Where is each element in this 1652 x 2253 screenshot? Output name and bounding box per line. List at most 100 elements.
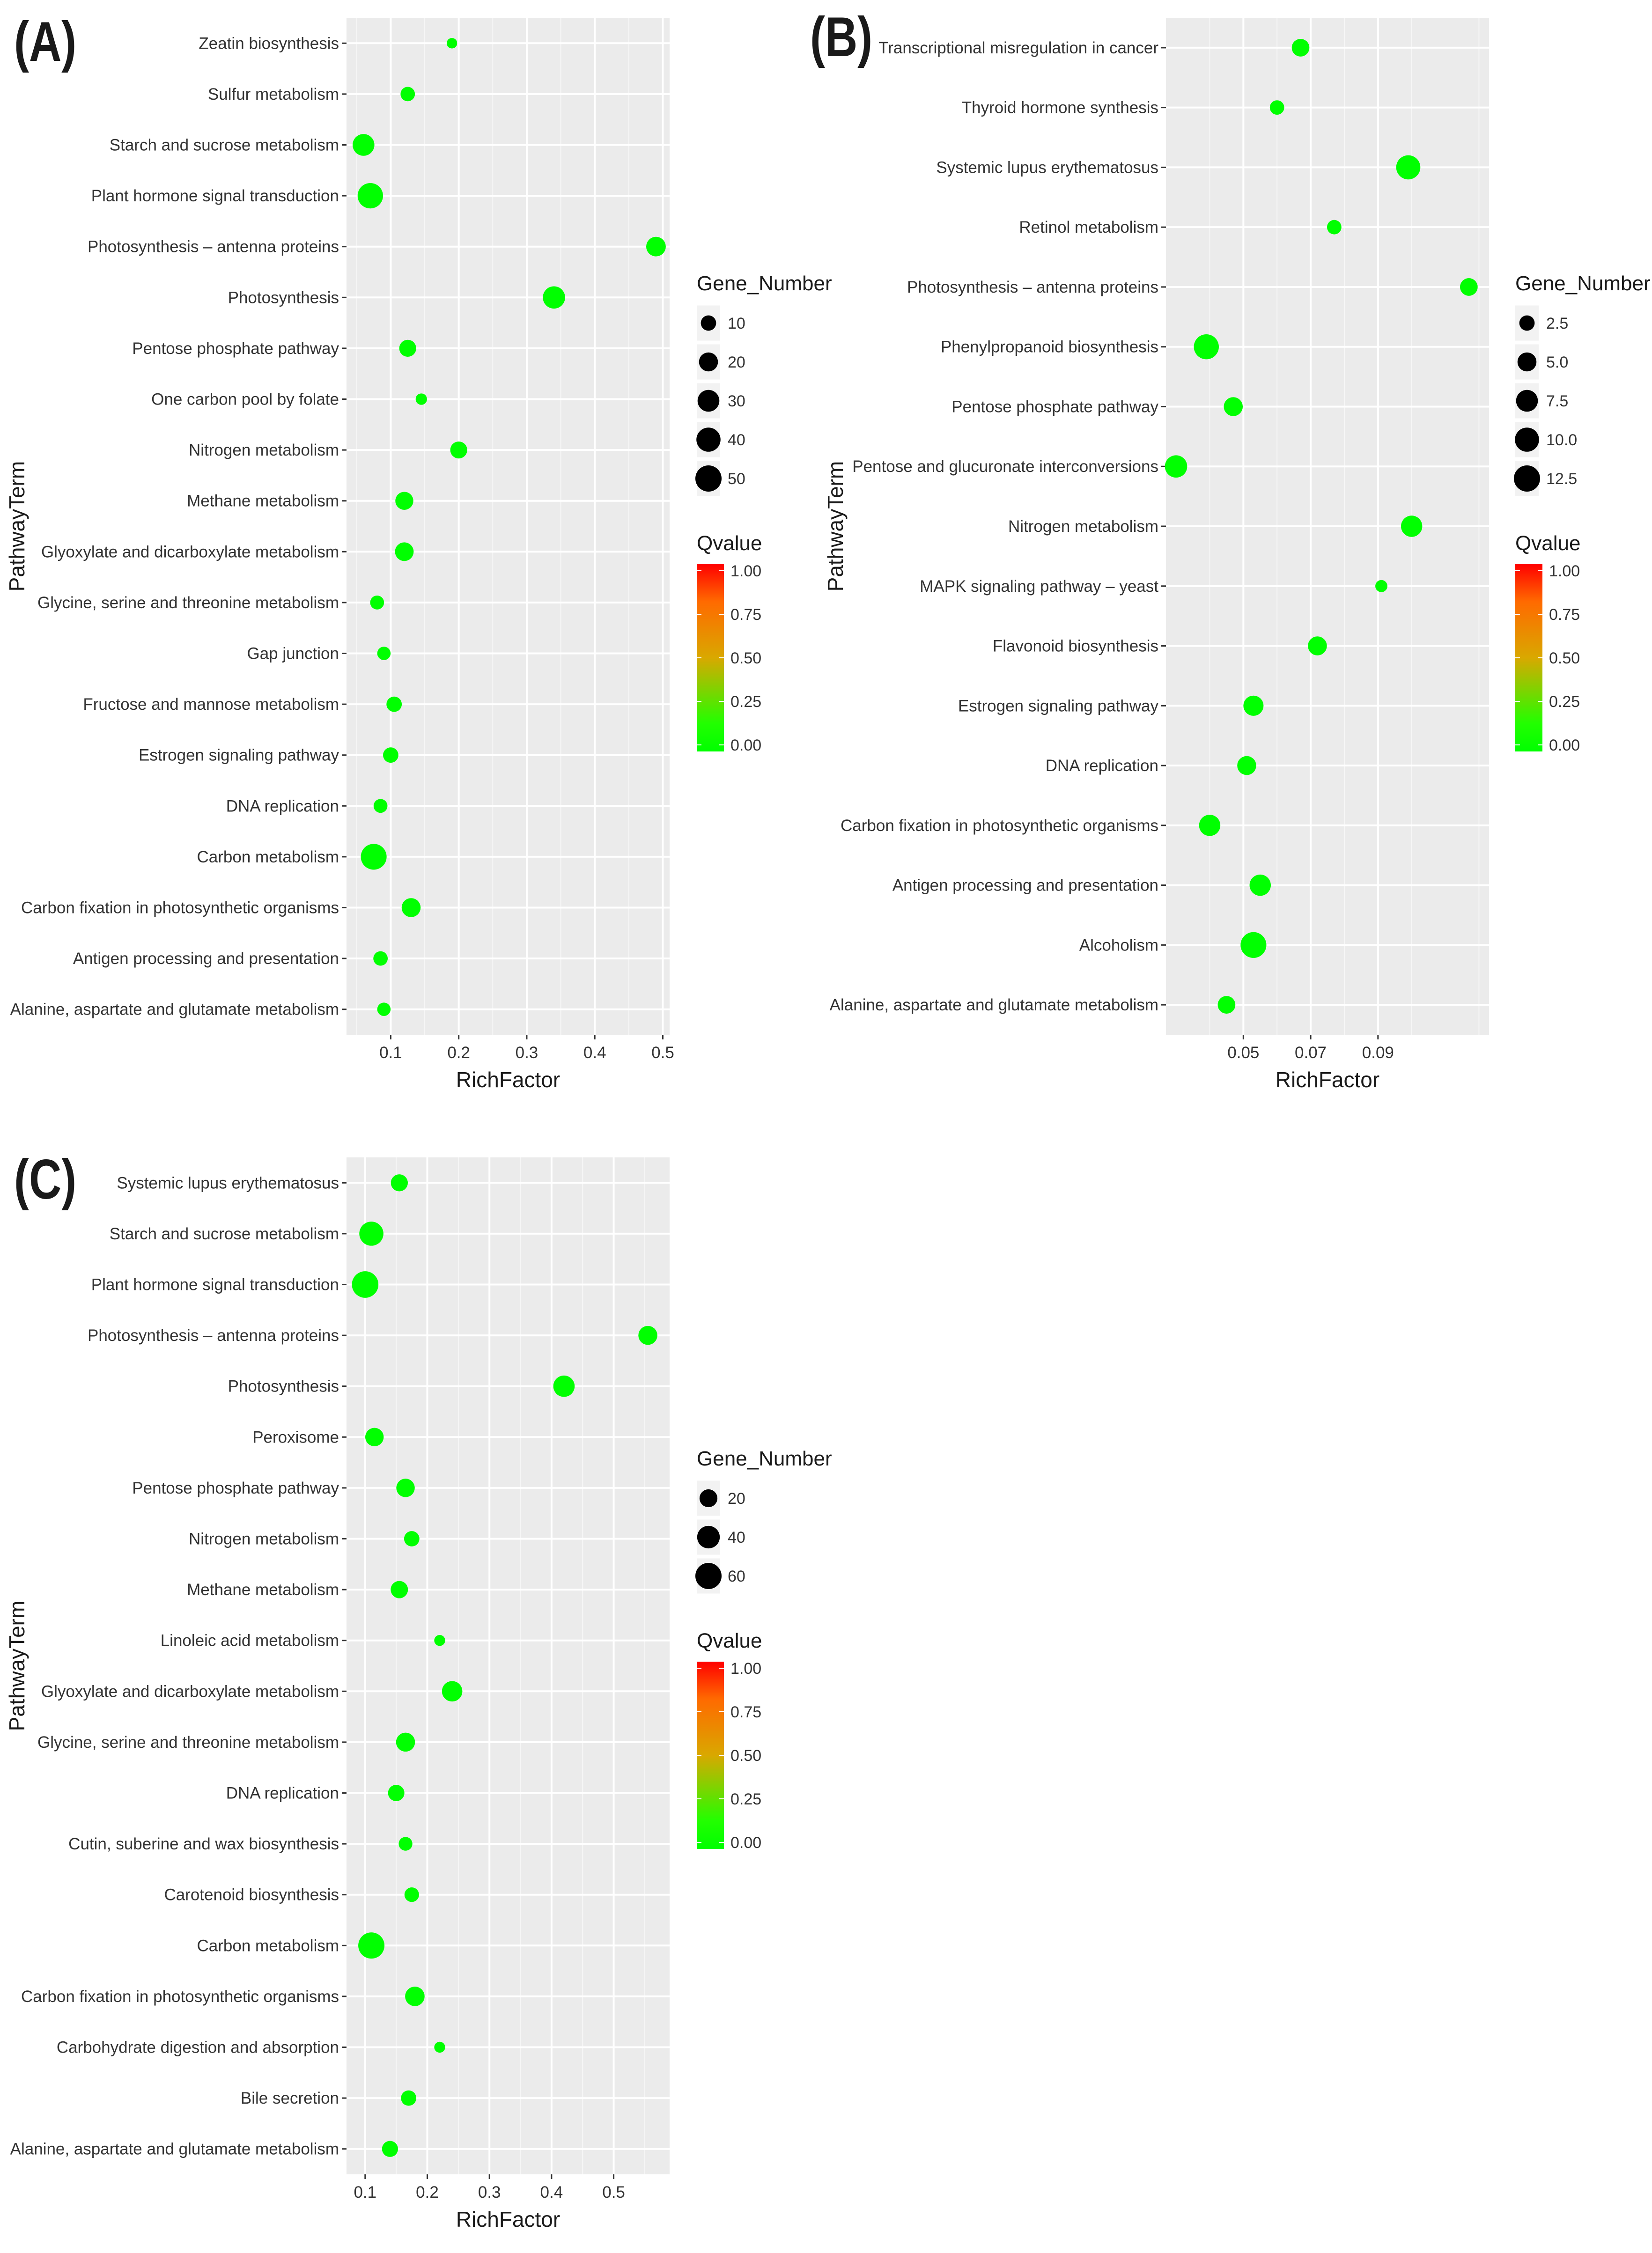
data-point [391,1174,408,1192]
x-tick-label: 0.5 [602,2183,625,2201]
y-tick-label: Alanine, aspartate and glutamate metabol… [830,996,1158,1014]
data-point [405,1987,425,2006]
y-tick-label: Pentose and glucuronate interconversions [852,457,1158,476]
panel-label: (C) [14,1149,76,1211]
data-point [358,1932,385,1959]
y-tick-label: Alcoholism [1079,936,1158,954]
y-tick-label: Pentose phosphate pathway [132,1479,339,1497]
data-point [373,799,388,813]
data-point [399,339,416,357]
data-point [638,1325,657,1345]
y-tick-label: Pentose phosphate pathway [951,398,1158,416]
y-tick-label: Fructose and mannose metabolism [83,695,339,714]
y-tick-label: Estrogen signaling pathway [958,697,1159,715]
y-tick-label: One carbon pool by folate [151,390,339,409]
size-legend-label: 40 [728,1529,745,1546]
y-tick-label: Bile secretion [241,2089,339,2107]
data-point [373,951,388,966]
data-point [1327,220,1342,235]
color-legend-label: 0.25 [1549,693,1580,711]
chart-panel: (A) Zeatin biosynthesis Sulfur metabolism S… [5,11,832,1092]
y-tick-label: Carbon metabolism [197,848,339,866]
data-point [1224,397,1243,416]
x-axis-title: RichFactor [456,2207,560,2231]
color-legend-label: 0.50 [730,649,761,667]
y-tick-label: Sulfur metabolism [208,85,339,103]
y-tick-label: Carbohydrate digestion and absorption [57,2039,339,2057]
data-point [357,183,383,209]
data-point [1396,155,1421,180]
size-legend-title: Gene_Number [697,272,832,295]
y-tick-label: Plant hormone signal transduction [91,1276,339,1294]
size-legend-marker [695,1563,722,1589]
size-legend-label: 12.5 [1546,470,1577,488]
x-tick-label: 0.2 [447,1044,470,1062]
data-point [1237,756,1256,775]
y-tick-label: Estrogen signaling pathway [139,746,339,765]
plot-background [347,18,670,1035]
y-tick-label: DNA replication [226,797,339,815]
color-legend-title: Qvalue [697,1629,762,1652]
y-tick-label: MAPK signaling pathway – yeast [920,577,1158,596]
data-point [352,1271,379,1298]
size-legend-marker [1519,315,1535,331]
color-legend-label: 0.25 [730,1790,761,1808]
y-tick-label: Retinol metabolism [1019,218,1158,236]
y-tick-label: Methane metabolism [187,1581,339,1599]
data-point [398,1837,413,1851]
data-point [646,236,666,257]
y-tick-label: Glycine, serine and threonine metabolism [37,594,339,612]
color-legend-label: 0.50 [1549,649,1580,667]
y-tick-label: Glycine, serine and threonine metabolism [37,1733,339,1752]
x-tick-label: 0.4 [583,1044,606,1062]
y-axis-title: PathwayTerm [823,461,848,592]
y-tick-label: Alanine, aspartate and glutamate metabol… [10,2140,339,2158]
size-legend-marker [697,1525,720,1549]
data-point [370,596,384,610]
size-legend-marker [697,390,720,412]
y-tick-label: Starch and sucrose metabolism [110,136,339,155]
color-legend-label: 0.75 [730,606,761,624]
data-point [404,1531,420,1546]
color-legend-label: 0.00 [730,1834,761,1852]
color-legend-label: 0.75 [730,1703,761,1721]
y-tick-label: Systemic lupus erythematosus [117,1174,339,1192]
data-point [388,1785,405,1801]
size-legend-label: 20 [728,1490,745,1508]
data-point [434,1635,445,1646]
x-axis-title: RichFactor [1276,1068,1379,1092]
y-tick-label: Methane metabolism [187,492,339,510]
y-tick-label: Pentose phosphate pathway [132,339,339,358]
y-tick-label: Photosynthesis [228,288,339,307]
size-legend-label: 2.5 [1546,315,1568,332]
color-legend-label: 0.00 [730,736,761,754]
y-tick-label: Carotenoid biosynthesis [164,1886,339,1904]
size-legend-marker [699,352,718,372]
color-legend-label: 0.25 [730,693,761,711]
y-tick-label: Zeatin biosynthesis [199,34,339,52]
data-point [1240,932,1267,958]
y-tick-label: Plant hormone signal transduction [91,187,339,205]
data-point [1375,580,1387,592]
data-point [353,134,375,156]
data-point [1269,100,1284,115]
panel-label: (A) [14,11,76,74]
y-tick-label: Alanine, aspartate and glutamate metabol… [10,1001,339,1019]
y-axis-title: PathwayTerm [5,461,29,592]
y-tick-label: Flavonoid biosynthesis [993,637,1158,655]
size-legend-marker [695,465,722,492]
y-tick-label: Transcriptional misregulation in cancer [878,39,1158,57]
y-tick-label: Glyoxylate and dicarboxylate metabolism [41,543,339,561]
chart-panel: (C) Systemic lupus erythematosus Starch an… [5,1149,832,2231]
color-legend-label: 0.00 [1549,736,1580,754]
y-tick-label: Peroxisome [252,1428,339,1446]
x-tick-label: 0.3 [478,2183,501,2201]
data-point [1199,815,1221,836]
data-point [1165,455,1187,478]
panel-label: (B) [810,6,872,69]
size-legend-marker [1515,427,1539,452]
plot-background [347,1157,670,2174]
x-tick-label: 0.2 [416,2183,439,2201]
data-point [446,38,457,49]
